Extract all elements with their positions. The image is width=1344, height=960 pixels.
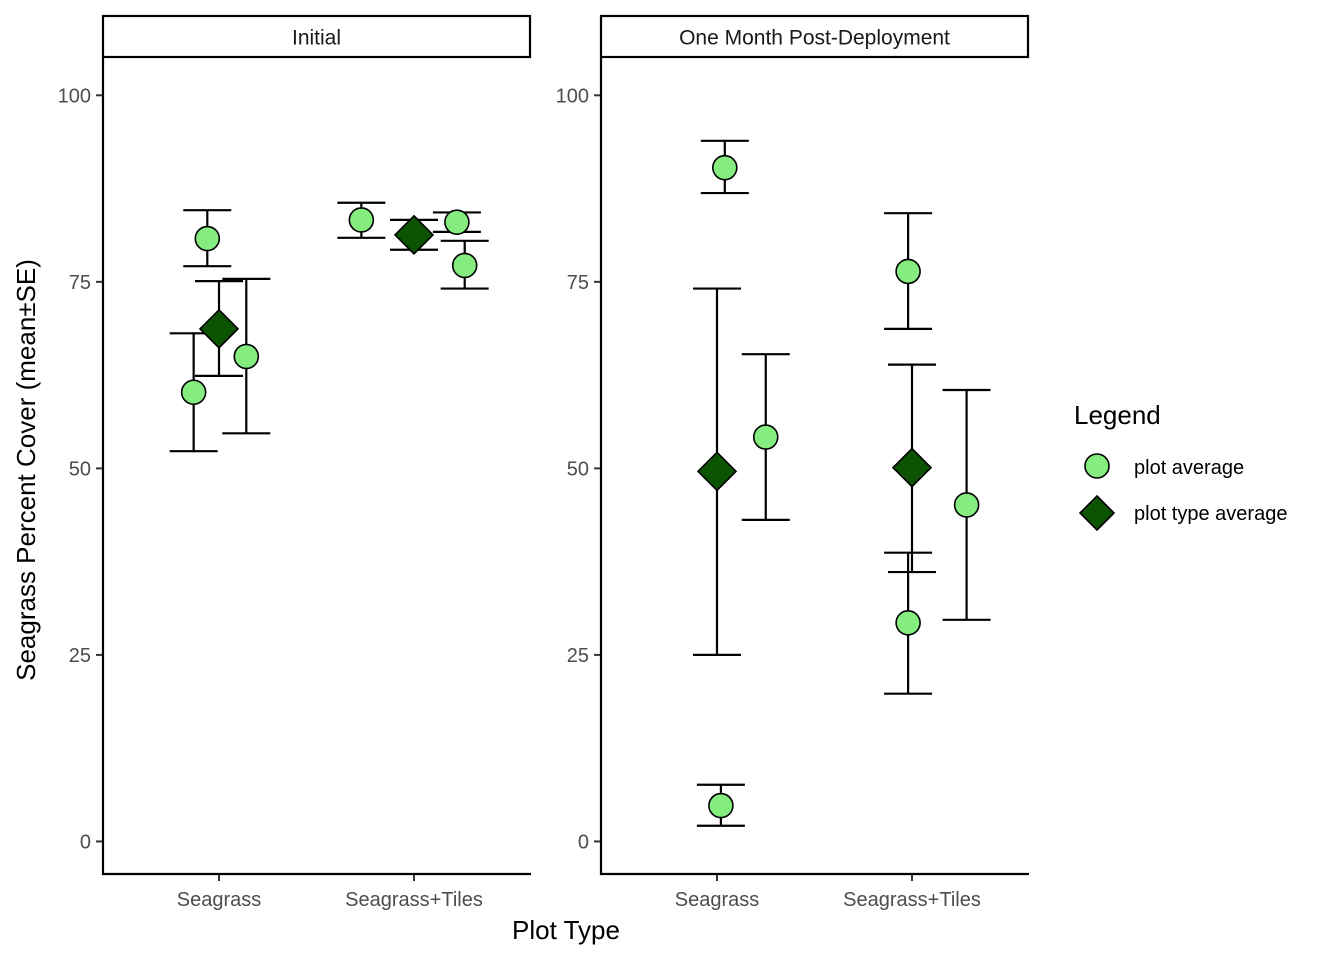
x-tick-label: Seagrass+Tiles xyxy=(843,889,981,911)
plot-type-average-point xyxy=(696,451,738,492)
y-tick-label: 0 xyxy=(80,831,91,853)
panel-one-month: One Month Post-Deployment 0 25 50 75 100 Seagr… xyxy=(556,14,1030,911)
plot-average-point xyxy=(752,424,779,450)
x-tick-label: Seagrass xyxy=(177,889,262,911)
x-axis-title: Plot Type xyxy=(512,915,620,945)
plot-average-point xyxy=(708,792,734,819)
legend-circle-icon xyxy=(1084,453,1110,479)
strip-box xyxy=(101,14,532,59)
y-tick-label: 100 xyxy=(556,85,589,107)
plot-average-point xyxy=(233,343,260,370)
plot-average-point xyxy=(348,207,375,233)
plot-average-point xyxy=(895,610,921,636)
y-tick-label: 75 xyxy=(69,272,91,294)
legend: Legend plot average plot type average xyxy=(1074,400,1287,532)
y-tick-label: 0 xyxy=(578,831,589,853)
plot-average-point xyxy=(711,154,738,181)
y-tick-label: 50 xyxy=(69,458,91,480)
plot-average-point xyxy=(194,225,221,252)
plot-average-point xyxy=(444,209,470,235)
strip-label: One Month Post-Deployment xyxy=(679,27,950,50)
strip-box xyxy=(599,14,1030,59)
legend-title: Legend xyxy=(1074,400,1161,430)
plot-type-average-point xyxy=(198,308,240,349)
plot-type-average-point xyxy=(393,214,435,255)
plot-type-average-point xyxy=(891,447,933,488)
legend-diamond-icon xyxy=(1078,494,1116,532)
strip-label: Initial xyxy=(292,27,341,50)
y-tick-label: 50 xyxy=(567,458,589,480)
panel-initial: Initial 0 25 50 75 100 Seagrass Seagrass+Tiles xyxy=(58,14,532,911)
plot-average-point xyxy=(180,379,207,406)
y-axis-title: Seagrass Percent Cover (mean±SE) xyxy=(11,259,41,681)
plot-average-point xyxy=(895,258,921,285)
y-tick-label: 75 xyxy=(567,272,589,294)
y-tick-label: 100 xyxy=(58,85,91,107)
legend-label-plot-type-average: plot type average xyxy=(1134,503,1287,525)
x-tick-label: Seagrass xyxy=(675,889,760,911)
x-tick-label: Seagrass+Tiles xyxy=(345,889,483,911)
y-tick-label: 25 xyxy=(567,645,589,667)
plot-average-point xyxy=(953,492,980,518)
plot-average-point xyxy=(451,252,478,279)
legend-label-plot-average: plot average xyxy=(1134,457,1244,479)
y-tick-label: 25 xyxy=(69,645,91,667)
